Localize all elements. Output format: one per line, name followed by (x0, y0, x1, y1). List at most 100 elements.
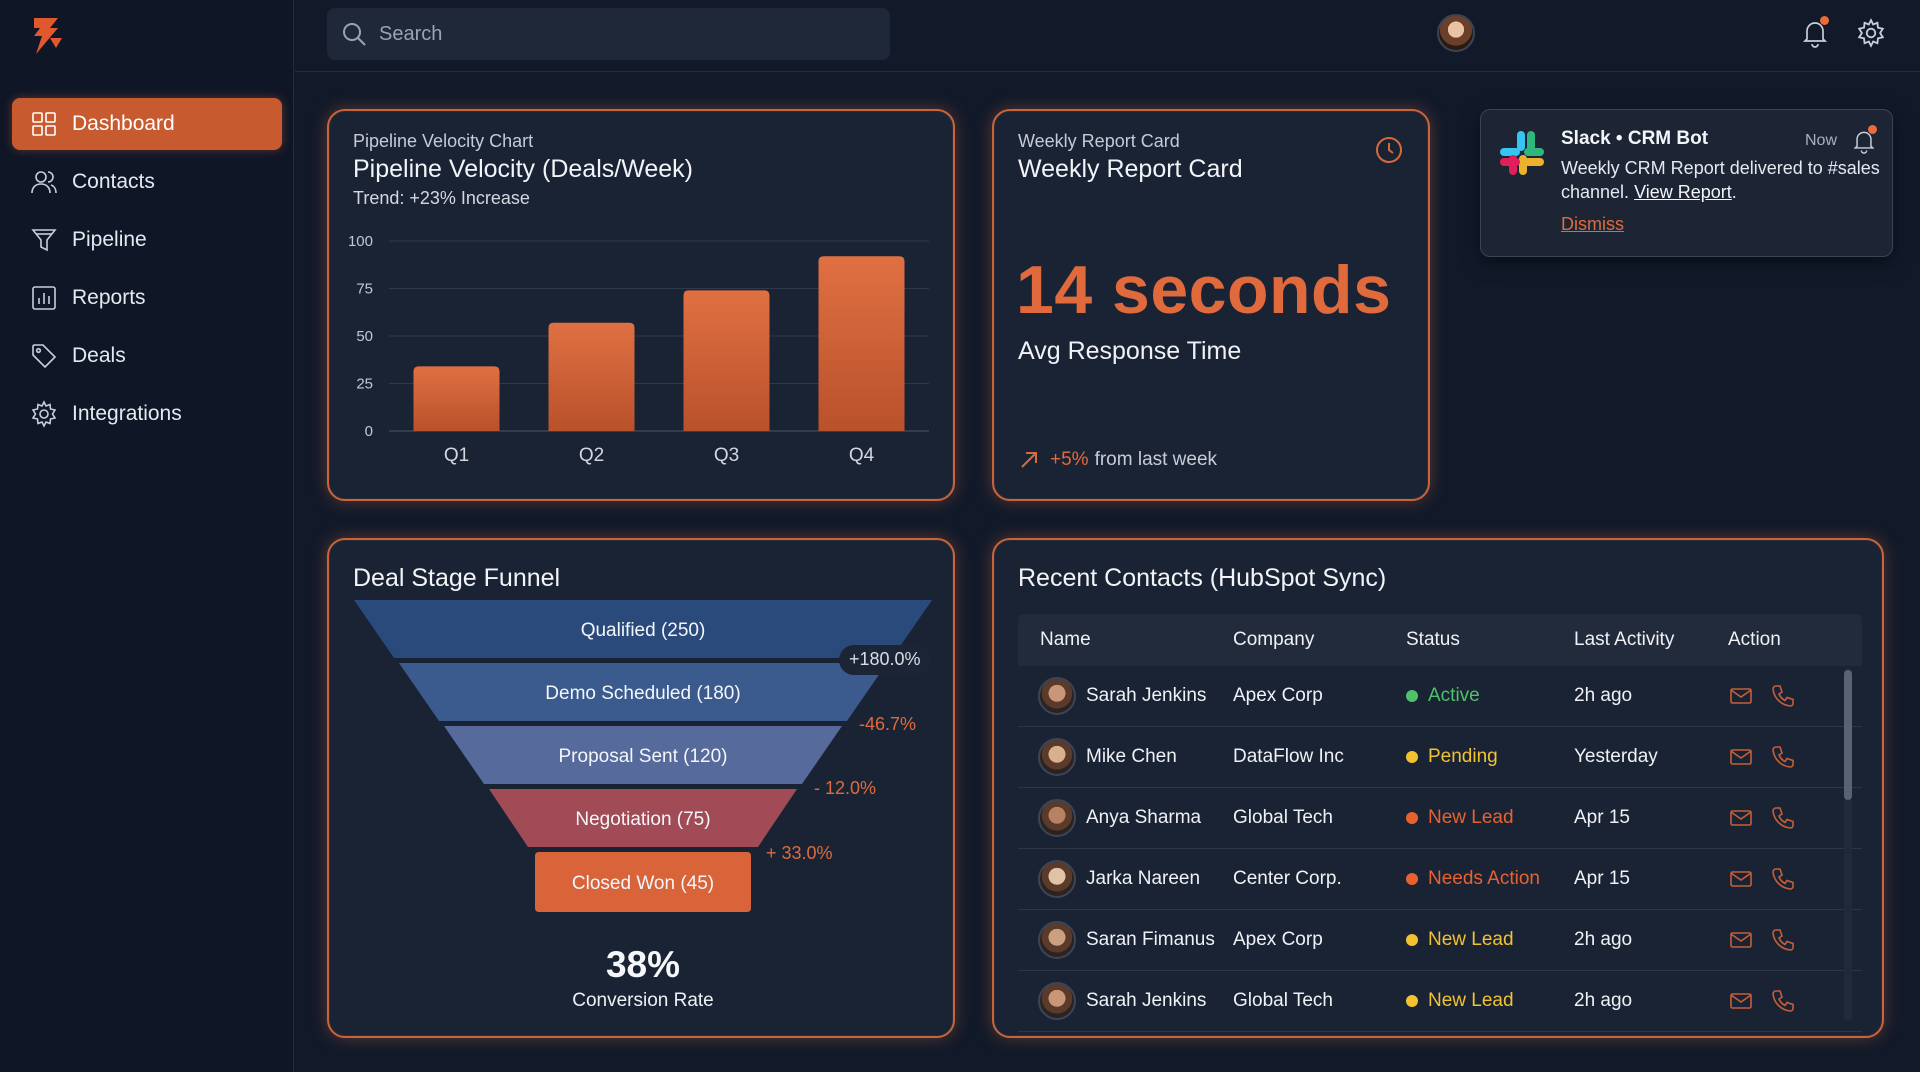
notification-dot (1868, 125, 1877, 134)
last-activity: Apr 15 (1574, 807, 1630, 828)
funnel-stage[interactable] (489, 789, 797, 847)
email-icon[interactable] (1728, 866, 1754, 892)
status-badge: Pending (1406, 746, 1574, 768)
contact-company: Apex Corp (1233, 929, 1323, 950)
table-row[interactable]: Sarah Jenkins Global Tech New Lead 2h ago (1018, 971, 1862, 1032)
bar-q4[interactable] (818, 256, 905, 431)
view-report-link[interactable]: View Report (1634, 182, 1732, 202)
sidebar-item-label: Dashboard (72, 112, 175, 135)
email-icon[interactable] (1728, 805, 1754, 831)
table-scrollbar[interactable] (1844, 668, 1852, 1020)
phone-icon[interactable] (1770, 744, 1796, 770)
sidebar-item-dashboard[interactable]: Dashboard (12, 98, 282, 150)
sidebar-item-integrations[interactable]: Integrations (12, 388, 282, 440)
search-bar[interactable] (327, 8, 890, 60)
clock-icon[interactable] (1374, 135, 1404, 165)
action-cell (1728, 744, 1838, 770)
bar-chart: 0 25 50 75 100 Q1 Q2 Q3 Q4 (348, 233, 929, 466)
arrow-up-right-icon (1021, 452, 1037, 468)
contact-name[interactable]: Mike Chen (1086, 746, 1177, 767)
status-label: Needs Action (1428, 868, 1540, 889)
status-badge: Active (1406, 685, 1574, 707)
bar-q2[interactable] (548, 322, 635, 431)
table-row[interactable]: Jarka Nareen Center Corp. Needs Action Apr … (1018, 849, 1862, 910)
sidebar-item-label: Reports (72, 286, 146, 309)
column-header-last-activity[interactable]: Last Activity (1574, 629, 1675, 650)
column-header-name[interactable]: Name (1040, 629, 1091, 650)
phone-icon[interactable] (1770, 683, 1796, 709)
status-dot (1406, 690, 1418, 702)
funnel-stage[interactable] (399, 663, 887, 721)
phone-icon[interactable] (1770, 805, 1796, 831)
phone-icon[interactable] (1770, 927, 1796, 953)
notifications-button[interactable] (1800, 16, 1830, 48)
funnel-stage-label: Closed Won (45) (572, 873, 714, 894)
table-row[interactable]: Saran Fimanus Apex Corp New Lead 2h ago (1018, 910, 1862, 971)
bar-chart-icon (32, 286, 56, 310)
conversion-rate-value: 38% (605, 944, 681, 985)
contact-name[interactable]: Saran Fimanus (1086, 929, 1215, 950)
table-scroll-thumb[interactable] (1844, 670, 1852, 800)
column-header-company[interactable]: Company (1233, 629, 1315, 650)
contact-name[interactable]: Sarah Jenkins (1086, 990, 1207, 1011)
dismiss-link[interactable]: Dismiss (1561, 214, 1624, 234)
table-body: Sarah Jenkins Apex Corp Active 2h ago Mike C… (1018, 666, 1862, 1032)
status-dot (1406, 934, 1418, 946)
users-icon (31, 171, 57, 194)
email-icon[interactable] (1728, 744, 1754, 770)
table-row[interactable]: Mike Chen DataFlow Inc Pending Yesterday (1018, 727, 1862, 788)
email-icon[interactable] (1728, 988, 1754, 1014)
status-badge: New Lead (1406, 807, 1574, 829)
avatar (1038, 738, 1076, 776)
table-row[interactable]: Sarah Jenkins Apex Corp Active 2h ago (1018, 666, 1862, 727)
bar-q3[interactable] (683, 290, 770, 431)
toast-bell-icon[interactable] (1851, 125, 1877, 154)
sidebar-item-deals[interactable]: Deals (12, 330, 282, 382)
funnel-stage-label: Demo Scheduled (180) (545, 683, 740, 704)
phone-icon[interactable] (1770, 988, 1796, 1014)
phone-icon[interactable] (1770, 866, 1796, 892)
bar-q1[interactable] (413, 366, 500, 431)
column-header-status[interactable]: Status (1406, 629, 1460, 650)
sidebar-item-reports[interactable]: Reports (12, 272, 282, 324)
funnel-stage[interactable] (444, 726, 842, 784)
tag-icon (32, 344, 57, 369)
toast-link-suffix: . (1731, 182, 1737, 202)
action-cell (1728, 927, 1838, 953)
contacts-table: Name Company Status Last Activity Action… (1018, 614, 1862, 1032)
contact-name-cell: Saran Fimanus (1018, 921, 1233, 959)
status-badge: Needs Action (1406, 868, 1574, 890)
sidebar-item-contacts[interactable]: Contacts (12, 156, 282, 208)
contact-company: Global Tech (1233, 990, 1333, 1011)
contact-name[interactable]: Sarah Jenkins (1086, 685, 1207, 706)
email-icon[interactable] (1728, 927, 1754, 953)
action-cell (1728, 805, 1838, 831)
recent-contacts-card: Recent Contacts (HubSpot Sync) Name Comp… (992, 538, 1884, 1038)
status-label: New Lead (1428, 929, 1514, 950)
status-badge: New Lead (1406, 990, 1574, 1012)
contact-name[interactable]: Jarka Nareen (1086, 868, 1201, 889)
sidebar-item-pipeline[interactable]: Pipeline (12, 214, 282, 266)
action-cell (1728, 683, 1838, 709)
funnel-stage[interactable] (535, 852, 751, 912)
email-icon[interactable] (1728, 683, 1754, 709)
sidebar-item-label: Deals (72, 344, 126, 367)
app-logo[interactable] (28, 14, 68, 58)
user-avatar[interactable] (1437, 14, 1475, 52)
stage-change-label: - 12.0% (814, 778, 876, 798)
settings-button[interactable] (1856, 18, 1886, 48)
x-tick-label: Q3 (714, 445, 739, 466)
contact-company: Global Tech (1233, 807, 1333, 828)
status-label: Pending (1428, 746, 1498, 767)
search-input[interactable] (379, 22, 859, 46)
funnel-stage-label: Qualified (250) (581, 620, 706, 641)
avatar (1038, 799, 1076, 837)
contact-name[interactable]: Anya Sharma (1086, 807, 1202, 828)
sidebar-nav: Dashboard Contacts Pipeline Reports Deal… (12, 98, 282, 446)
delta-text: from last week (1094, 449, 1218, 470)
funnel-stage[interactable] (354, 600, 932, 658)
funnel-stage-label: Proposal Sent (120) (559, 746, 728, 767)
y-tick-label: 50 (356, 328, 373, 345)
y-tick-label: 0 (365, 423, 373, 440)
table-row[interactable]: Anya Sharma Global Tech New Lead Apr 15 (1018, 788, 1862, 849)
